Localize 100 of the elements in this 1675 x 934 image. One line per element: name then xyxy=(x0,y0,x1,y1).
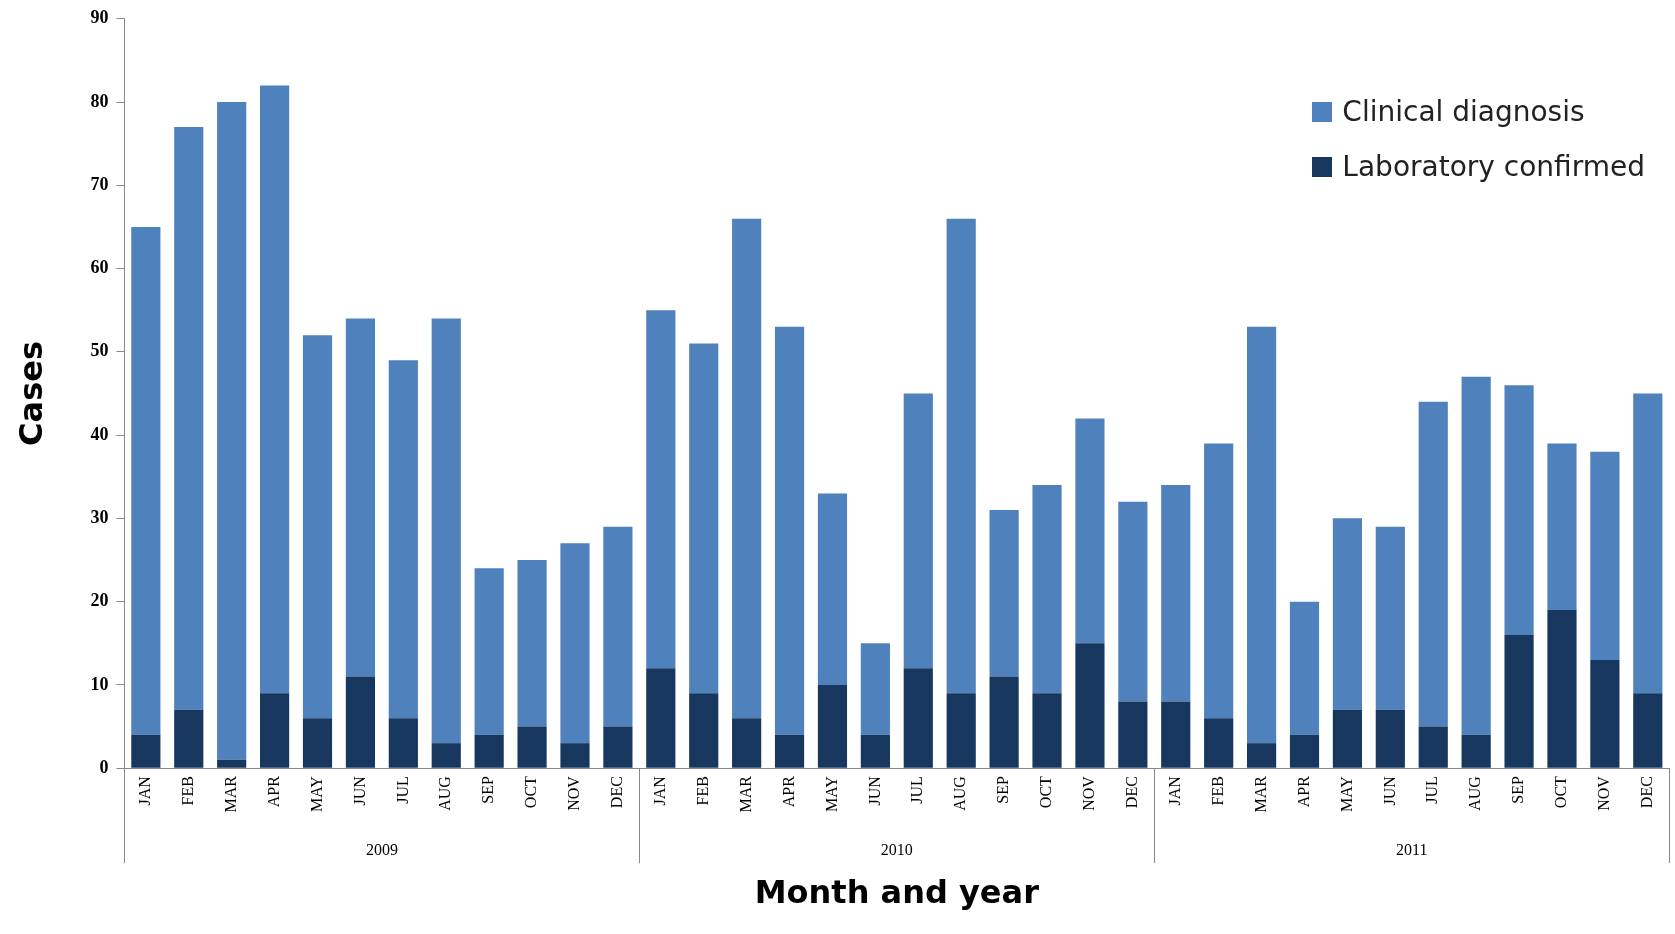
x-tick-label: AUG xyxy=(1466,775,1484,811)
x-tick-label: SEP xyxy=(994,776,1012,804)
bar xyxy=(603,726,633,768)
x-tick-label: JUN xyxy=(1380,775,1398,806)
text: 2009 xyxy=(365,841,398,859)
text: 2010 xyxy=(880,841,913,859)
bar xyxy=(1504,385,1534,635)
y-tick-label: 10 xyxy=(90,673,109,694)
bar xyxy=(1547,443,1577,610)
x-tick-label: OCT xyxy=(522,775,540,809)
y-tick-label: 90 xyxy=(90,7,109,28)
bar xyxy=(903,668,933,768)
y-tick-label: 0 xyxy=(99,756,109,777)
x-tick-label: APR xyxy=(264,775,282,808)
bar xyxy=(1332,709,1362,768)
bar xyxy=(732,218,762,719)
bar xyxy=(260,693,290,768)
bar xyxy=(302,718,333,768)
x-tick-label: OCT xyxy=(1037,775,1055,809)
bar xyxy=(131,226,161,735)
x-tick-label: DEC xyxy=(1123,776,1141,809)
bar xyxy=(474,734,504,768)
bar xyxy=(646,668,676,768)
x-tick-label: OCT xyxy=(1552,775,1570,809)
bar xyxy=(1161,485,1191,702)
y-tick-label: 70 xyxy=(90,173,109,194)
bar xyxy=(1032,485,1062,694)
bar xyxy=(517,726,547,768)
legend-label: Laboratory confirmed xyxy=(1342,150,1645,183)
bar xyxy=(174,127,204,710)
x-tick-label: NOV xyxy=(1080,775,1098,811)
bar xyxy=(1204,718,1234,768)
x-tick-label: DEC xyxy=(1638,776,1655,809)
bar xyxy=(388,360,418,719)
bar xyxy=(174,709,204,768)
bar xyxy=(345,676,376,768)
bar xyxy=(1075,643,1105,768)
bar xyxy=(1375,526,1405,710)
x-tick-label: JUN xyxy=(865,775,883,806)
bar xyxy=(1461,376,1491,735)
bar xyxy=(302,335,333,719)
bar xyxy=(1118,501,1148,702)
bar xyxy=(1247,743,1277,768)
bar xyxy=(989,510,1019,677)
bar xyxy=(1590,659,1620,768)
x-tick-label: AUG xyxy=(951,775,969,811)
y-tick-label: 30 xyxy=(90,507,109,528)
x-tick-label: MAR xyxy=(736,775,754,813)
x-tick-label: FEB xyxy=(178,776,196,806)
x-tick-label: FEB xyxy=(1208,776,1226,806)
x-tick-label: JAN xyxy=(136,775,154,806)
bar xyxy=(388,718,418,768)
text: 2011 xyxy=(1396,841,1428,859)
bar xyxy=(431,318,461,744)
bar xyxy=(860,643,890,735)
bar xyxy=(560,543,590,744)
x-tick-label: MAY xyxy=(822,775,840,813)
bar xyxy=(1547,609,1577,768)
bar xyxy=(989,676,1019,768)
x-tick-label: MAY xyxy=(1337,775,1355,813)
bar xyxy=(1161,701,1191,768)
bar xyxy=(1633,393,1663,694)
x-tick-label: MAY xyxy=(307,775,325,813)
bar xyxy=(1075,418,1105,644)
bar xyxy=(1504,634,1534,768)
bar xyxy=(732,718,762,768)
bar xyxy=(1590,451,1620,660)
x-tick-label: NOV xyxy=(1595,775,1613,811)
bar xyxy=(817,684,848,768)
y-tick-label: 40 xyxy=(90,423,109,444)
bar xyxy=(260,85,290,694)
bar xyxy=(1461,734,1491,768)
y-tick-label: 60 xyxy=(90,257,109,278)
y-axis-title: Cases xyxy=(11,341,50,446)
x-tick-label: APR xyxy=(779,775,797,808)
bar xyxy=(689,693,719,768)
bar xyxy=(1289,734,1320,768)
bar xyxy=(560,743,590,768)
bar xyxy=(217,102,247,760)
bar xyxy=(1247,326,1277,744)
bar xyxy=(474,568,504,735)
bar xyxy=(903,393,933,669)
legend-label: Clinical diagnosis xyxy=(1342,95,1585,128)
x-tick-label: JAN xyxy=(651,775,669,806)
bar xyxy=(517,560,547,727)
bar xyxy=(1633,693,1663,768)
x-tick-label: JUL xyxy=(1423,776,1441,804)
x-axis-title: Month and year xyxy=(754,873,1040,912)
x-tick-label: FEB xyxy=(693,776,711,806)
x-tick-label: MAR xyxy=(221,775,239,813)
bar xyxy=(946,218,976,694)
bar xyxy=(1204,443,1234,719)
bar xyxy=(217,759,247,768)
bar xyxy=(345,318,376,677)
x-tick-label: SEP xyxy=(479,776,497,804)
bar xyxy=(1332,518,1362,710)
x-tick-label: APR xyxy=(1294,775,1312,808)
x-tick-label: SEP xyxy=(1509,776,1527,804)
x-tick-label: MAR xyxy=(1251,775,1269,813)
bar xyxy=(1032,693,1062,768)
